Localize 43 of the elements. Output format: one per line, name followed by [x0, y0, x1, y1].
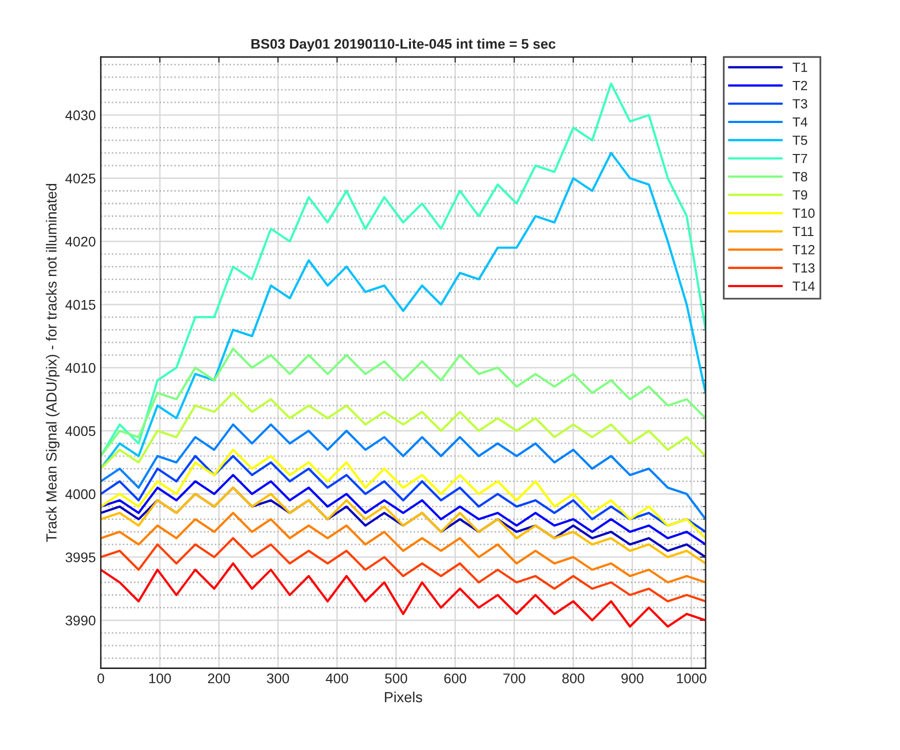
- y-tick-label: 3995: [66, 552, 96, 562]
- x-tick-label: 800: [562, 673, 584, 684]
- x-tick-label: 500: [385, 673, 408, 684]
- y-tick-label: 4025: [65, 174, 96, 184]
- x-tick-label: 300: [266, 673, 290, 684]
- y-tick-label: 4030: [65, 110, 96, 120]
- legend-label: T11: [792, 226, 814, 236]
- y-tick-label: 4010: [65, 363, 96, 373]
- line-series: [100, 348, 706, 458]
- x-tick-label: 200: [208, 673, 230, 684]
- y-tick-label: 4000: [65, 489, 96, 500]
- y-axis-title: Track Mean Signal (ADU/pix) - for tracks not illuminated: [46, 184, 60, 542]
- x-tick-label: 400: [326, 673, 348, 684]
- y-tick-label: 4005: [65, 426, 96, 436]
- line-series: [100, 562, 706, 628]
- legend-label: T5: [792, 136, 808, 145]
- legend-label: T7: [792, 154, 808, 164]
- line-series: [100, 512, 706, 584]
- legend-label: T8: [792, 172, 808, 182]
- legend-label: T1: [792, 62, 808, 72]
- line-series: [100, 474, 706, 546]
- legend-label: T12: [792, 245, 814, 254]
- x-tick-label: 600: [444, 673, 466, 684]
- legend-label: T3: [792, 99, 808, 108]
- legend-label: T9: [792, 190, 808, 200]
- line-series: [100, 423, 706, 520]
- x-tick-label: 1000: [677, 673, 706, 684]
- y-tick-label: 4020: [65, 236, 96, 247]
- x-tick-label: 700: [503, 673, 526, 684]
- x-tick-label: 100: [149, 673, 171, 684]
- legend-label: T10: [792, 208, 815, 218]
- line-series: [100, 537, 706, 602]
- x-axis-title: Pixels: [384, 692, 422, 702]
- y-tick-label: 4015: [65, 300, 96, 310]
- x-tick-label: 0: [97, 673, 104, 684]
- chart-title: BS03 Day01 20190110-Lite-045 int time = 5 sec: [251, 38, 556, 52]
- x-tick-label: 900: [621, 673, 644, 684]
- line-series: [100, 392, 706, 470]
- legend-label: T13: [792, 263, 815, 273]
- legend-label: T2: [792, 80, 808, 90]
- legend-label: T4: [792, 117, 808, 127]
- legend-label: T14: [792, 282, 815, 291]
- y-tick-label: 3990: [66, 616, 96, 626]
